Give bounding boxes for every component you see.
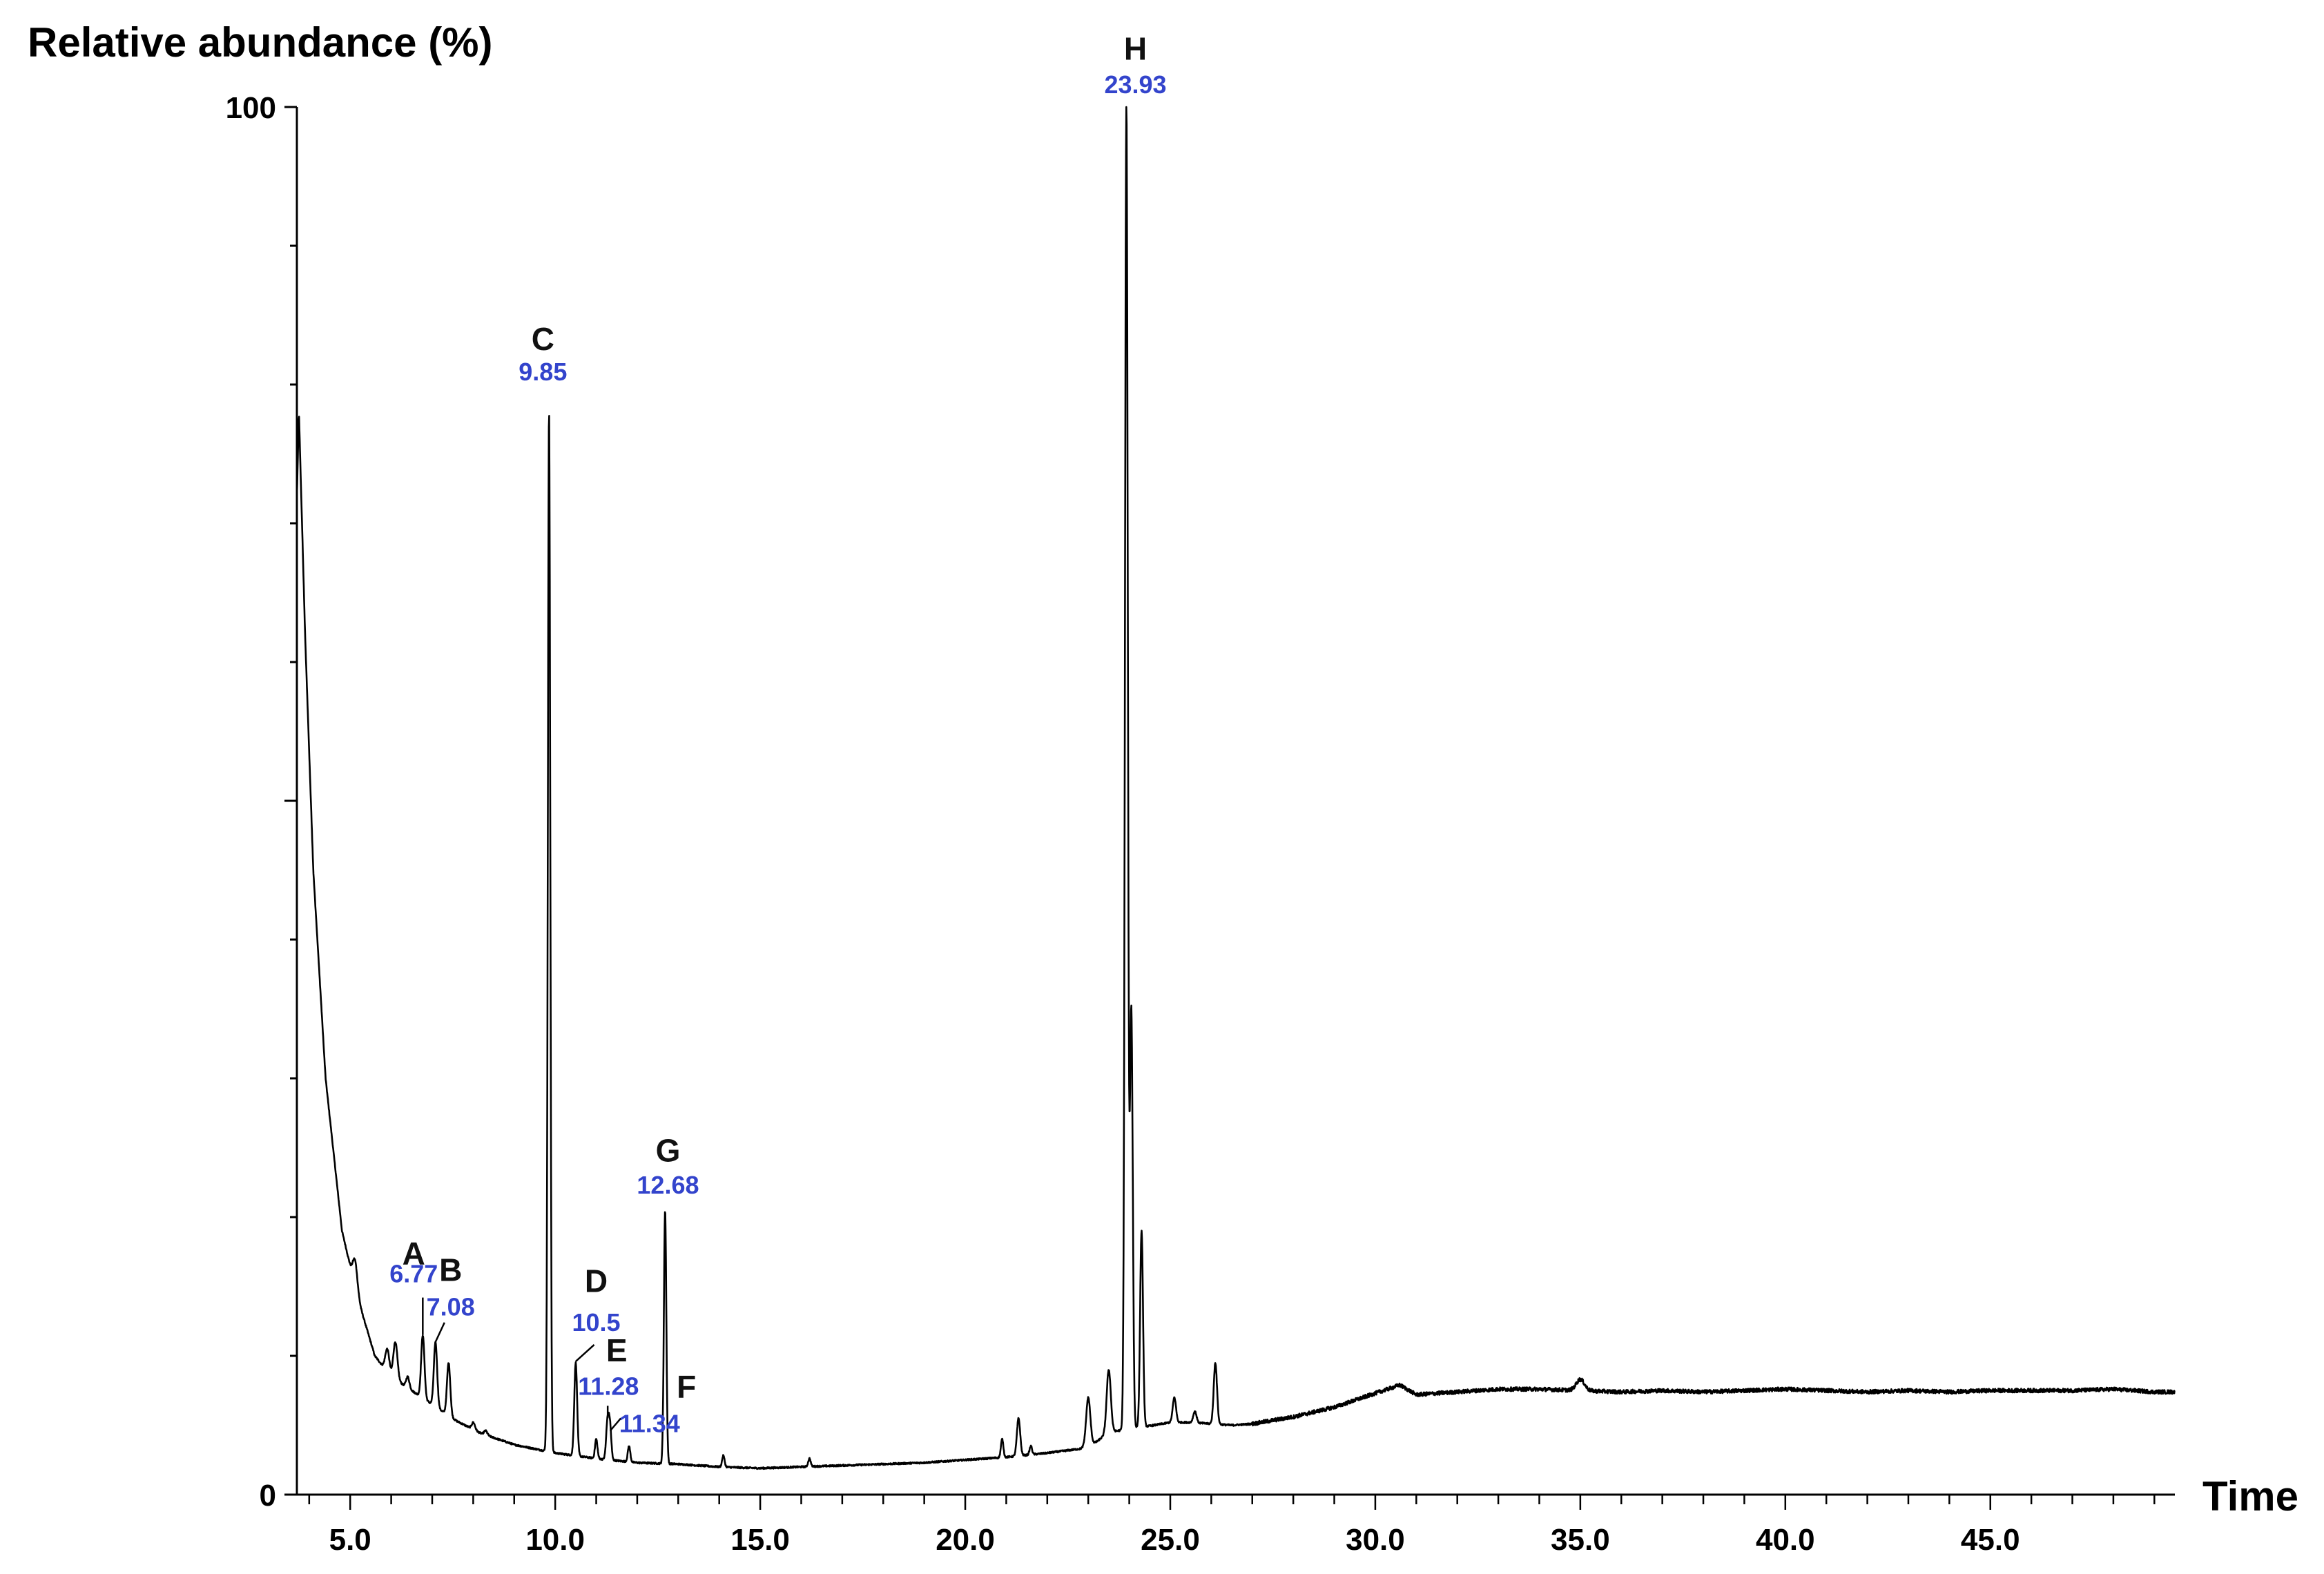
x-axis-label: Time — [2202, 1473, 2298, 1519]
peak-label-time: 11.28 — [578, 1372, 639, 1400]
peak-label-letter: F — [677, 1368, 696, 1404]
x-tick-label: 25.0 — [1141, 1523, 1200, 1557]
peak-label-letter: B — [439, 1252, 462, 1288]
peak-label-time: 9.85 — [519, 358, 567, 386]
peak-label-time: 6.77 — [389, 1259, 438, 1288]
y-tick-label: 100 — [226, 91, 276, 125]
peak-label-time: 11.34 — [619, 1410, 680, 1438]
peak-leader-line — [434, 1322, 445, 1343]
y-axis-label: Relative abundance (%) — [28, 19, 493, 66]
peak-leader-line — [575, 1343, 595, 1362]
axes: 0 100 5.0 10.0 15.0 20.0 25.0 30.0 35.0 40.0 45.0 — [226, 91, 2175, 1557]
trace-layer — [296, 106, 2176, 1470]
y-tick-label: 0 — [260, 1479, 276, 1513]
x-tick-label: 15.0 — [730, 1523, 790, 1557]
x-tick-label: 10.0 — [525, 1523, 585, 1557]
x-tick-label: 35.0 — [1551, 1523, 1610, 1557]
peak-label-letter: G — [656, 1133, 681, 1169]
peak-label-letter: D — [585, 1263, 608, 1299]
peak-label-time: 12.68 — [637, 1171, 699, 1199]
peak-label-time: 10.5 — [572, 1308, 620, 1337]
peak-label-letter: E — [606, 1332, 628, 1368]
x-tick-label: 45.0 — [1961, 1523, 2020, 1557]
peak-leader-line — [609, 1417, 622, 1432]
x-tick-label: 20.0 — [936, 1523, 995, 1557]
peak-label-letter: H — [1124, 31, 1147, 67]
peak-label-time: 23.93 — [1104, 70, 1166, 99]
peak-annotations: A6.77 B 7.08 C9.85 D 10.5E 11.28 F 11.34 G12.68 H 2… — [389, 31, 1166, 1438]
peak-label-letter: A — [403, 1235, 425, 1271]
chromatogram-trace — [296, 106, 2176, 1470]
x-tick-label: 40.0 — [1756, 1523, 1815, 1557]
peak-label-letter: C — [532, 321, 554, 357]
peak-label-time: 7.08 — [427, 1293, 475, 1321]
x-tick-label: 5.0 — [329, 1523, 371, 1557]
x-tick-label: 30.0 — [1346, 1523, 1405, 1557]
